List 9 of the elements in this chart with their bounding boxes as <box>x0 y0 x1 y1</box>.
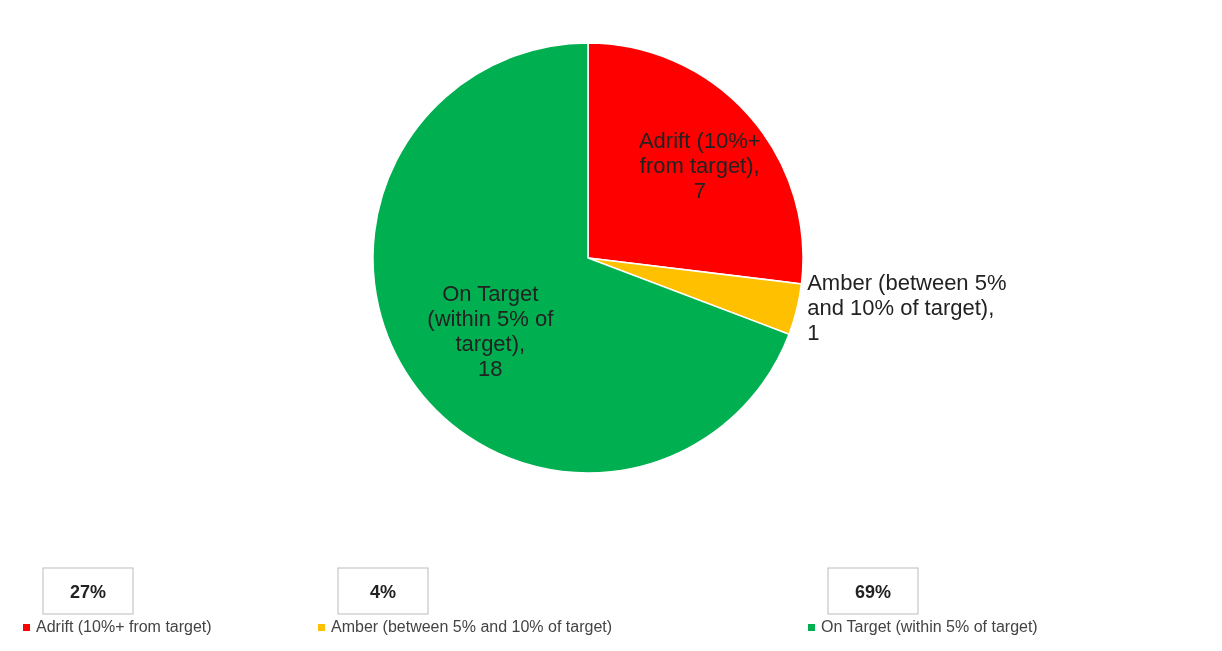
legend-label: Amber (between 5% and 10% of target) <box>331 618 613 635</box>
legend-label: On Target (within 5% of target) <box>821 618 1038 635</box>
data-label: Adrift (10%+ from target), 7 <box>638 127 761 203</box>
data-label: On Target (within 5% of target), 18 <box>427 280 555 381</box>
text: 27% <box>69 582 107 602</box>
data-label: Amber (between 5% and 10% of target), 1 <box>807 270 1007 346</box>
text: 4% <box>369 582 397 602</box>
legend-label: Adrift (10%+ from target) <box>36 618 212 635</box>
text: 69% <box>854 582 892 602</box>
